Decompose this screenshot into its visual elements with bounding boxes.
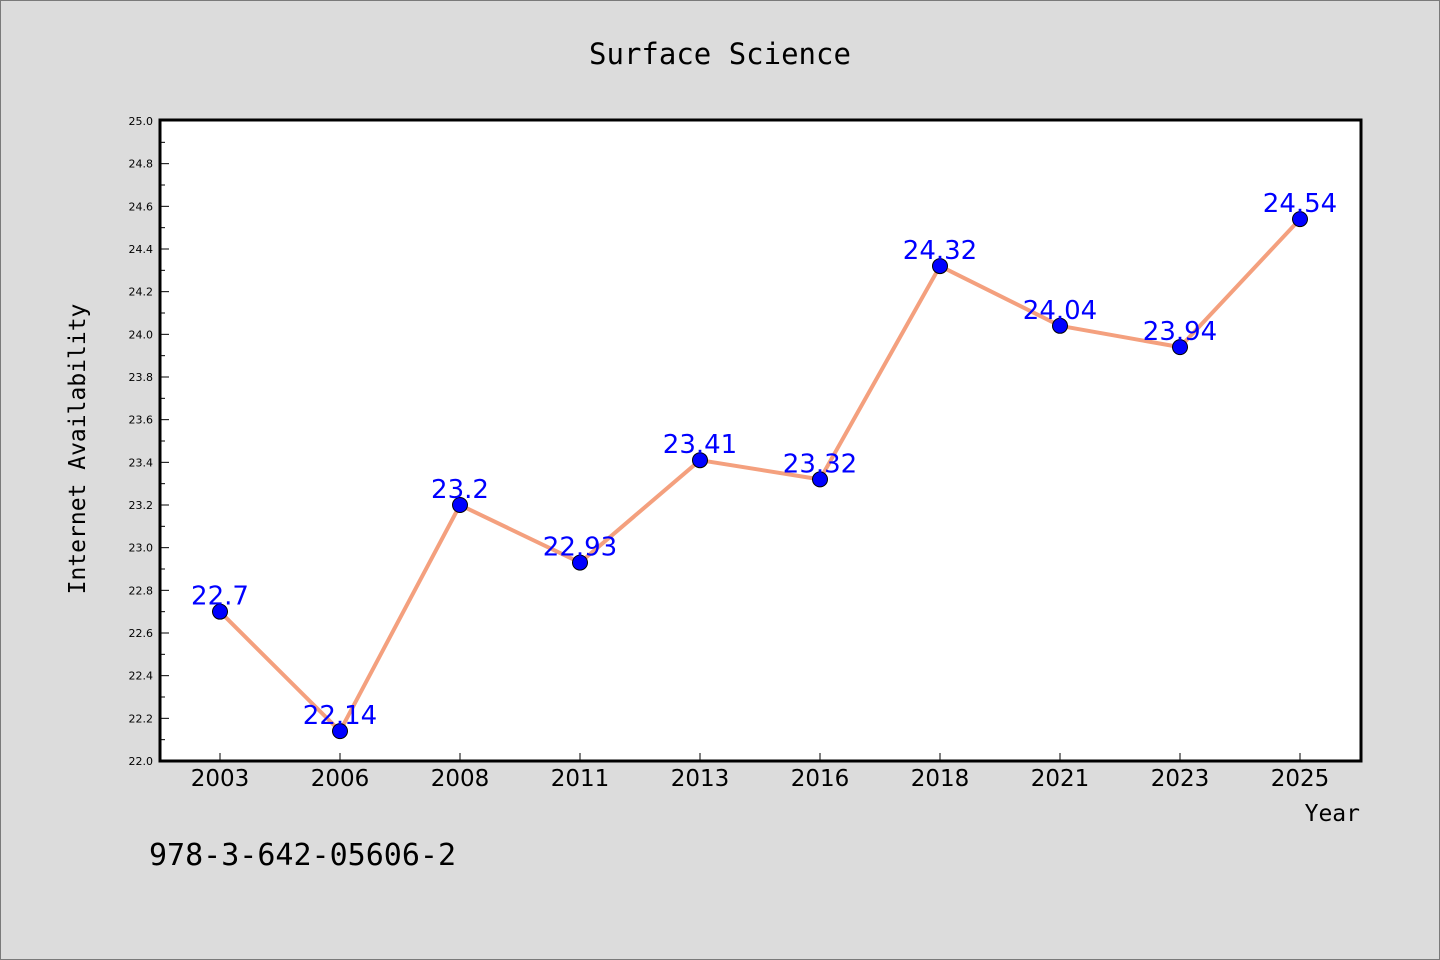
plot-area [158,118,1363,763]
series-group: 22.7 22.14 23.2 22.93 23.41 23.32 24.32 24.04 23… [191,189,1337,740]
data-point [692,452,708,469]
y-tick-label: 24.0 [129,328,154,341]
x-tick-label: 2018 [911,766,970,792]
x-tick-label: 2016 [791,766,850,792]
data-point [572,554,588,571]
y-tick-label: 22.0 [129,755,154,768]
footnote: 978-3-642-05606-2 [149,838,456,873]
y-tick-label: 25.0 [129,115,154,128]
y-tick-label: 24.6 [129,200,154,213]
x-tick-label: 2023 [1151,766,1210,792]
data-label: 24.04 [1023,296,1097,326]
x-axis: 2003 2006 2008 2011 2013 2016 2018 2021 2023 2025 [191,753,1330,792]
data-label: 22.7 [191,582,249,612]
data-label: 24.54 [1263,189,1337,219]
data-label: 22.14 [303,701,377,731]
x-tick-label: 2013 [671,766,730,792]
data-label: 23.41 [663,430,737,460]
y-tick-label: 24.8 [129,158,154,171]
x-tick-label: 2021 [1031,766,1090,792]
x-tick-label: 2003 [191,766,250,792]
data-point [1292,211,1308,228]
y-tick-label: 22.6 [129,627,154,640]
data-label: 23.94 [1143,317,1217,347]
data-label: 22.93 [543,533,617,563]
data-point [212,603,228,620]
y-tick-label: 22.2 [129,712,154,725]
y-tick-label: 22.4 [129,670,154,683]
data-point [1052,317,1068,334]
y-tick-label: 24.2 [129,286,154,299]
x-tick-label: 2025 [1271,766,1330,792]
data-label: 23.2 [431,475,489,505]
data-point [452,497,468,513]
data-point [812,471,828,488]
y-axis: 22.0 22.2 22.4 22.6 22.8 23.0 23.2 23.4 23.6 23.8… [129,115,169,768]
x-tick-label: 2011 [551,766,610,792]
y-tick-label: 22.8 [129,584,154,597]
y-axis-label: Internet Availability [65,304,91,595]
data-label: 24.32 [903,236,977,266]
y-tick-label: 23.4 [129,456,154,469]
data-point [332,723,348,740]
data-point [932,258,948,275]
chart-title: Surface Science [589,37,851,71]
x-tick-label: 2008 [431,766,490,792]
data-label: 23.32 [783,449,857,479]
series-line [218,217,1302,734]
y-tick-label: 23.2 [129,499,154,512]
y-tick-label: 24.4 [129,243,154,256]
x-tick-label: 2006 [311,766,370,792]
x-axis-label: Year [1305,801,1360,827]
data-point [1172,339,1188,356]
y-tick-label: 23.6 [129,414,154,427]
y-tick-label: 23.8 [129,371,154,384]
y-tick-label: 23.0 [129,542,154,555]
